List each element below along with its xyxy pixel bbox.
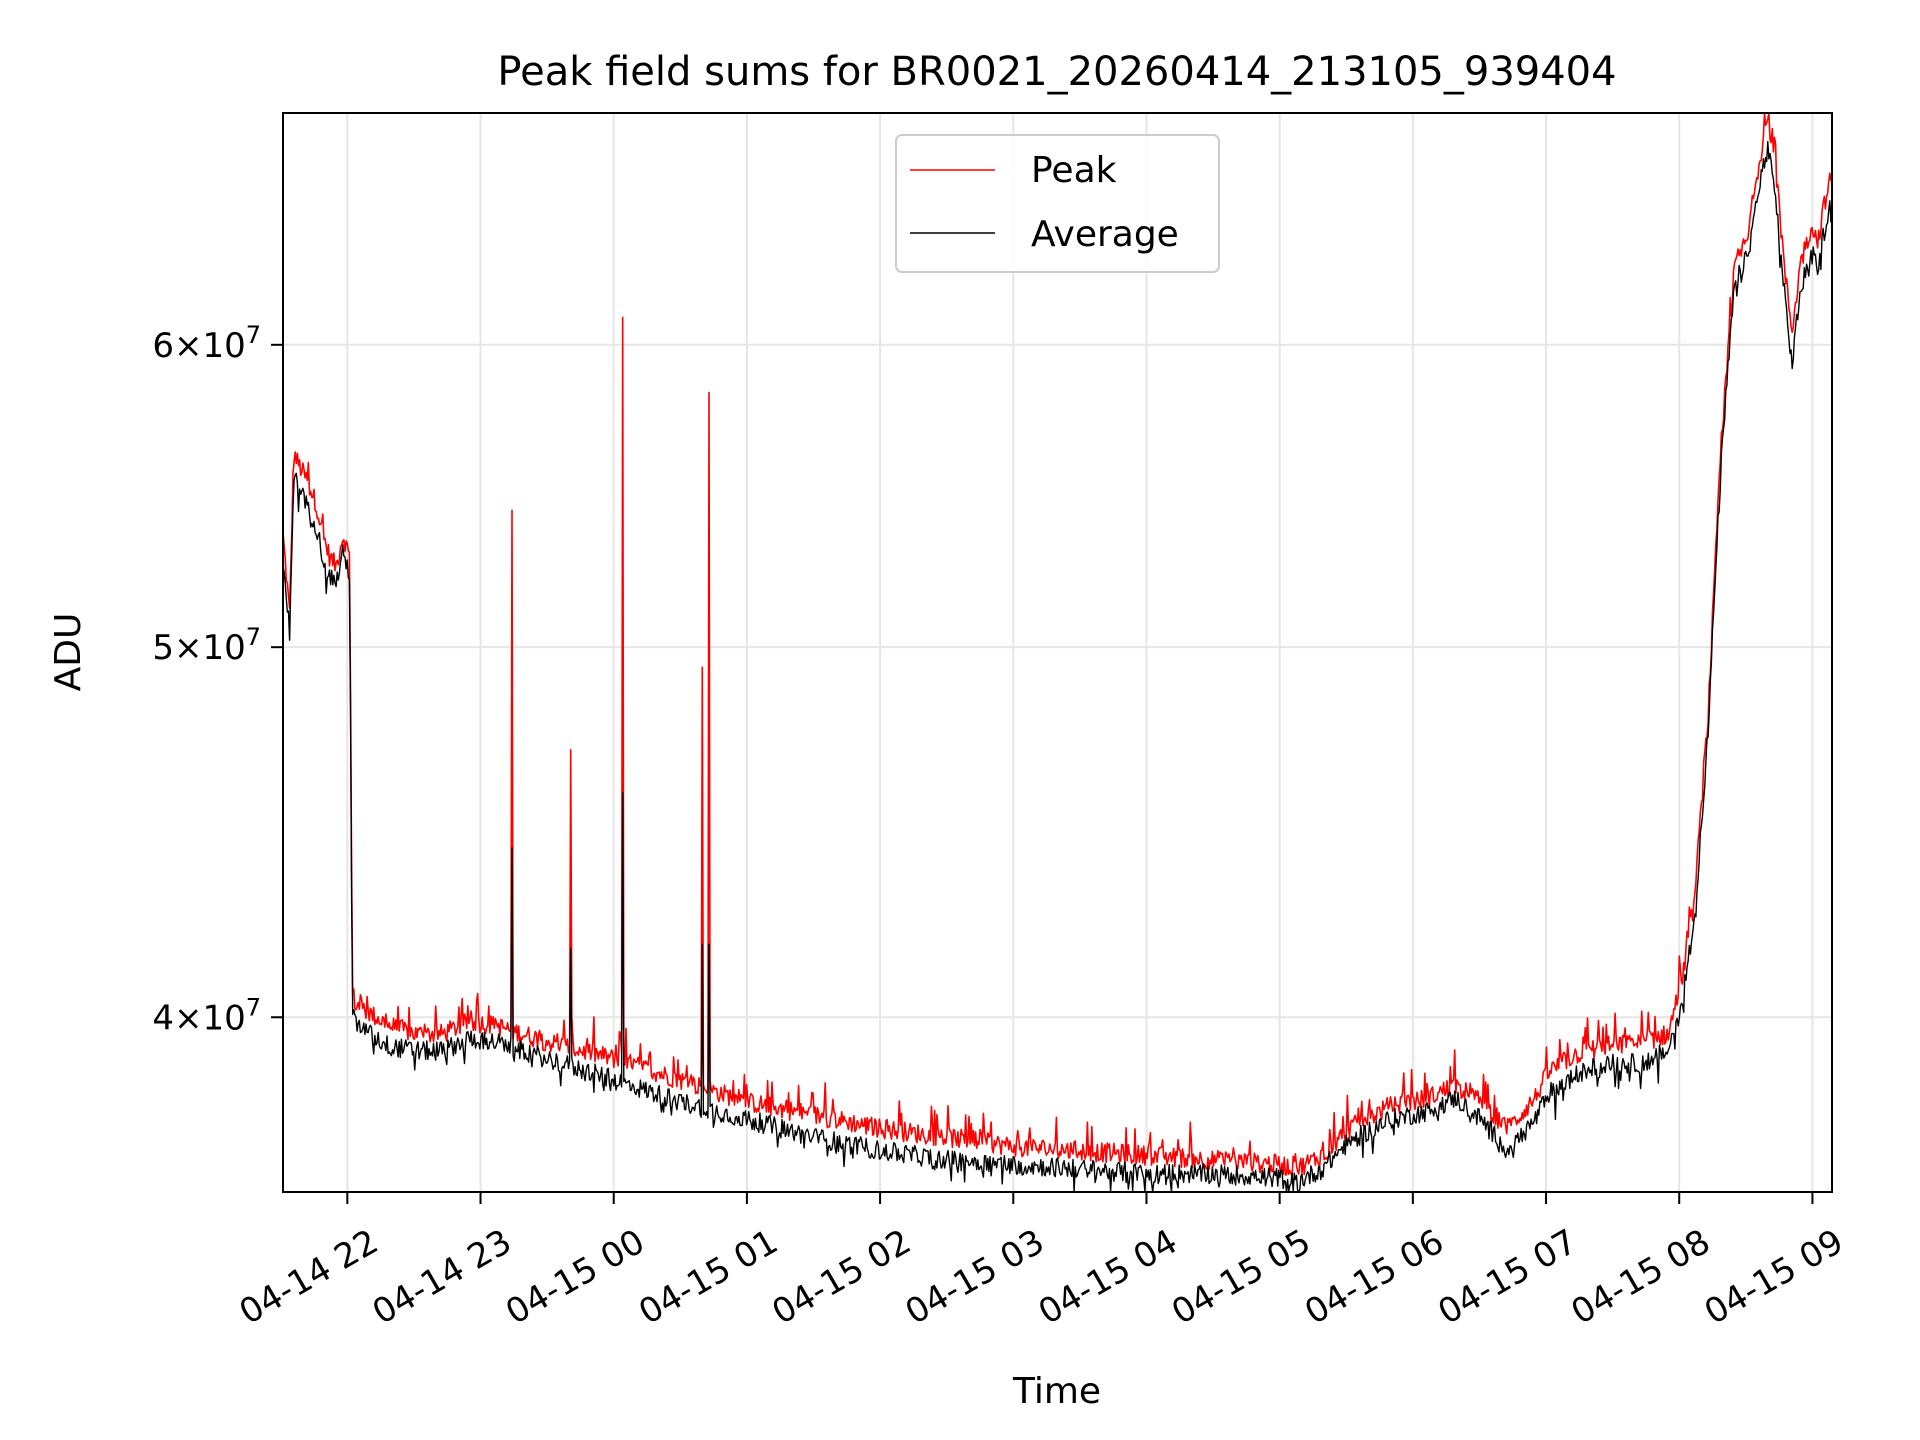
chart-title: Peak field sums for BR0021_20260414_2131…: [497, 49, 1616, 95]
legend: Peak Average: [895, 134, 1220, 273]
plot-frame: [282, 112, 1833, 1193]
y-tick-label-0: 4×107: [152, 993, 261, 1038]
legend-label-average: Average: [1031, 214, 1179, 255]
y-axis-label: ADU: [48, 613, 89, 692]
plot-series: [282, 112, 1833, 1193]
y-tick-label-2: 6×107: [152, 321, 261, 366]
series-line-peak: [282, 112, 1833, 1178]
y-axis: 4×107 5×107 6×107: [152, 321, 283, 1038]
series-line-average: [282, 140, 1833, 1193]
legend-label-peak: Peak: [1031, 150, 1117, 191]
y-tick-label-1: 5×107: [152, 623, 261, 668]
x-axis-label: Time: [1012, 1371, 1101, 1412]
